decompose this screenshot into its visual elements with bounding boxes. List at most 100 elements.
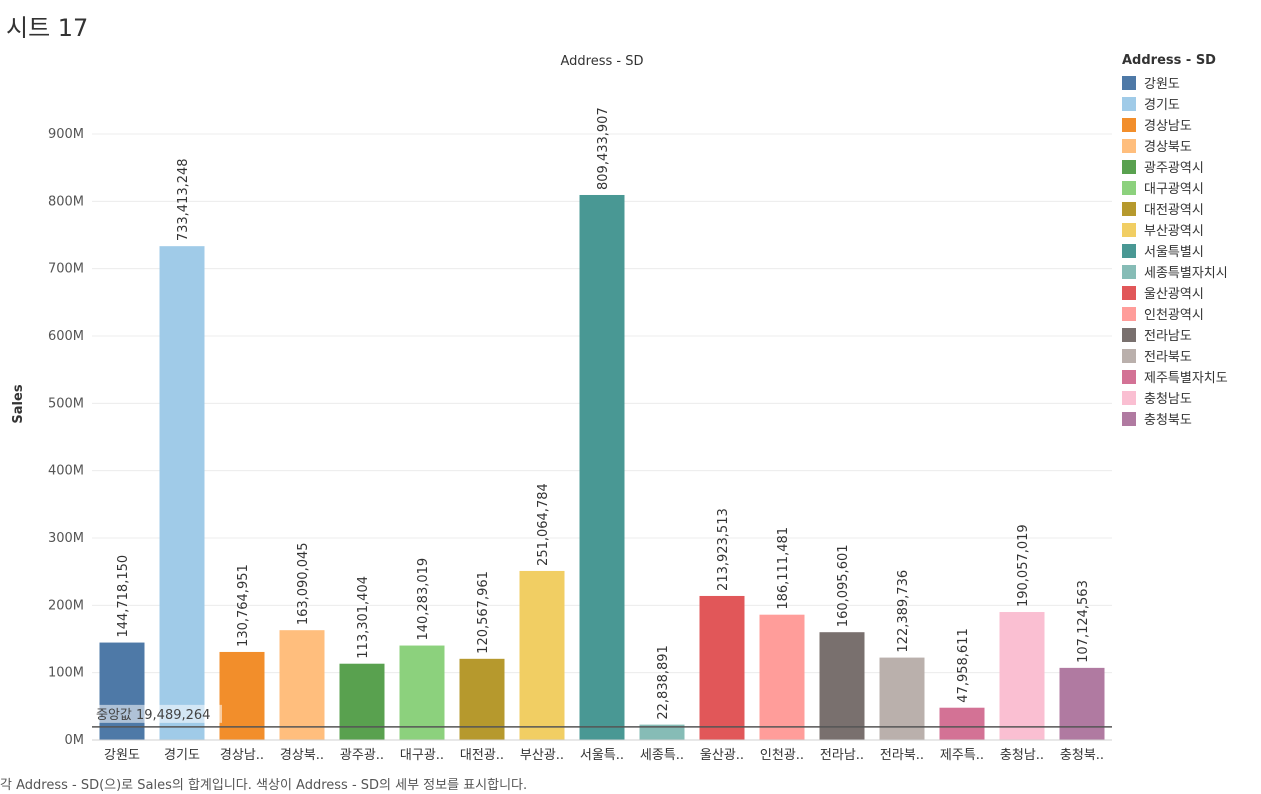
bar bbox=[459, 658, 505, 740]
bar bbox=[639, 724, 685, 740]
legend-item[interactable]: 경상북도 bbox=[1122, 135, 1261, 156]
legend-swatch bbox=[1122, 369, 1136, 384]
y-axis-label: Sales bbox=[11, 384, 26, 423]
legend-label: 전라남도 bbox=[1144, 329, 1192, 344]
legend-label: 강원도 bbox=[1144, 77, 1180, 92]
x-category-label: 경기도 bbox=[164, 748, 200, 763]
legend-label: 전라북도 bbox=[1144, 350, 1192, 365]
bar bbox=[99, 642, 145, 740]
chart-title: Address - SD bbox=[561, 54, 644, 69]
bar bbox=[339, 663, 385, 740]
legend-label: 대구광역시 bbox=[1144, 182, 1204, 197]
bar bbox=[159, 246, 205, 741]
bar bbox=[1059, 667, 1105, 740]
y-tick-label: 400M bbox=[48, 464, 84, 479]
x-category-label: 울산광.. bbox=[700, 748, 744, 763]
legend-label: 제주특별자치도 bbox=[1144, 371, 1228, 386]
x-category-label: 세종특.. bbox=[640, 748, 684, 763]
y-tick-label: 300M bbox=[48, 531, 84, 546]
bar-value-label: 113,301,404 bbox=[356, 576, 371, 659]
bar bbox=[939, 707, 985, 740]
bar-value-label: 160,095,601 bbox=[836, 544, 851, 627]
bar-value-label: 140,283,019 bbox=[416, 558, 431, 641]
legend-item[interactable]: 강원도 bbox=[1122, 72, 1261, 93]
y-tick-label: 100M bbox=[48, 666, 84, 681]
legend-label: 광주광역시 bbox=[1144, 161, 1204, 176]
bar bbox=[579, 194, 625, 740]
legend-swatch bbox=[1122, 411, 1136, 426]
bar bbox=[519, 570, 565, 740]
x-category-label: 서울특.. bbox=[580, 748, 624, 763]
legend-swatch bbox=[1122, 390, 1136, 405]
y-tick-label: 500M bbox=[48, 396, 84, 411]
x-category-label: 강원도 bbox=[104, 748, 140, 763]
bar-value-label: 733,413,248 bbox=[176, 158, 191, 241]
x-category-label: 제주특.. bbox=[940, 748, 984, 763]
legend-item[interactable]: 전라북도 bbox=[1122, 345, 1261, 366]
bar-value-label: 107,124,563 bbox=[1076, 580, 1091, 663]
x-category-label: 인천광.. bbox=[760, 748, 804, 763]
legend-item[interactable]: 서울특별시 bbox=[1122, 240, 1261, 261]
x-category-label: 경상남.. bbox=[220, 748, 264, 763]
legend-label: 충청남도 bbox=[1144, 392, 1192, 407]
bar-value-label: 22,838,891 bbox=[656, 645, 671, 719]
bar-value-label: 190,057,019 bbox=[1016, 524, 1031, 607]
legend-item[interactable]: 광주광역시 bbox=[1122, 156, 1261, 177]
legend-label: 부산광역시 bbox=[1144, 224, 1204, 239]
median-label-background bbox=[94, 704, 222, 723]
y-tick-label: 0M bbox=[65, 733, 85, 748]
legend-label: 경상북도 bbox=[1144, 140, 1192, 155]
legend-item[interactable]: 충청남도 bbox=[1122, 387, 1261, 408]
median-reference-label: 중앙값 19,489,264 bbox=[96, 708, 210, 723]
bar bbox=[819, 632, 865, 740]
bar bbox=[999, 612, 1045, 740]
legend-item[interactable]: 전라남도 bbox=[1122, 324, 1261, 345]
bar-value-label: 163,090,045 bbox=[296, 542, 311, 625]
x-category-label: 대구광.. bbox=[400, 748, 444, 763]
bar bbox=[879, 657, 925, 740]
legend-swatch bbox=[1122, 285, 1136, 300]
bar bbox=[759, 614, 805, 740]
legend-item[interactable]: 인천광역시 bbox=[1122, 303, 1261, 324]
x-category-label: 대전광.. bbox=[460, 748, 504, 763]
legend-label: 충청북도 bbox=[1144, 413, 1192, 428]
legend-swatch bbox=[1122, 75, 1136, 90]
legend-item[interactable]: 제주특별자치도 bbox=[1122, 366, 1261, 387]
x-category-label: 전라북.. bbox=[880, 748, 924, 763]
legend-label: 대전광역시 bbox=[1144, 203, 1204, 218]
legend-swatch bbox=[1122, 180, 1136, 195]
bar-value-label: 186,111,481 bbox=[776, 527, 791, 610]
legend-swatch bbox=[1122, 117, 1136, 132]
legend-label: 울산광역시 bbox=[1144, 287, 1204, 302]
bar-value-label: 809,433,907 bbox=[596, 107, 611, 190]
legend-swatch bbox=[1122, 159, 1136, 174]
legend-item[interactable]: 경기도 bbox=[1122, 93, 1261, 114]
bar-value-label: 213,923,513 bbox=[716, 508, 731, 591]
x-category-label: 부산광.. bbox=[520, 748, 564, 763]
legend-swatch bbox=[1122, 96, 1136, 111]
legend-item[interactable]: 경상남도 bbox=[1122, 114, 1261, 135]
bar bbox=[699, 595, 745, 740]
bar bbox=[219, 651, 265, 740]
legend-item[interactable]: 대전광역시 bbox=[1122, 198, 1261, 219]
x-category-label: 광주광.. bbox=[340, 748, 384, 763]
legend-item[interactable]: 부산광역시 bbox=[1122, 219, 1261, 240]
legend-item[interactable]: 세종특별자치시 bbox=[1122, 261, 1261, 282]
bar bbox=[279, 630, 325, 740]
legend-item[interactable]: 울산광역시 bbox=[1122, 282, 1261, 303]
legend-item[interactable]: 충청북도 bbox=[1122, 408, 1261, 429]
y-tick-label: 600M bbox=[48, 329, 84, 344]
bar-value-label: 47,958,611 bbox=[956, 628, 971, 702]
legend-title: Address - SD bbox=[1122, 53, 1216, 68]
y-tick-label: 700M bbox=[48, 262, 84, 277]
legend-label: 경상남도 bbox=[1144, 119, 1192, 134]
legend-swatch bbox=[1122, 327, 1136, 342]
x-category-label: 전라남.. bbox=[820, 748, 864, 763]
legend-item[interactable]: 대구광역시 bbox=[1122, 177, 1261, 198]
y-tick-label: 200M bbox=[48, 598, 84, 613]
bar-value-label: 251,064,784 bbox=[536, 483, 551, 566]
y-tick-label: 800M bbox=[48, 194, 84, 209]
